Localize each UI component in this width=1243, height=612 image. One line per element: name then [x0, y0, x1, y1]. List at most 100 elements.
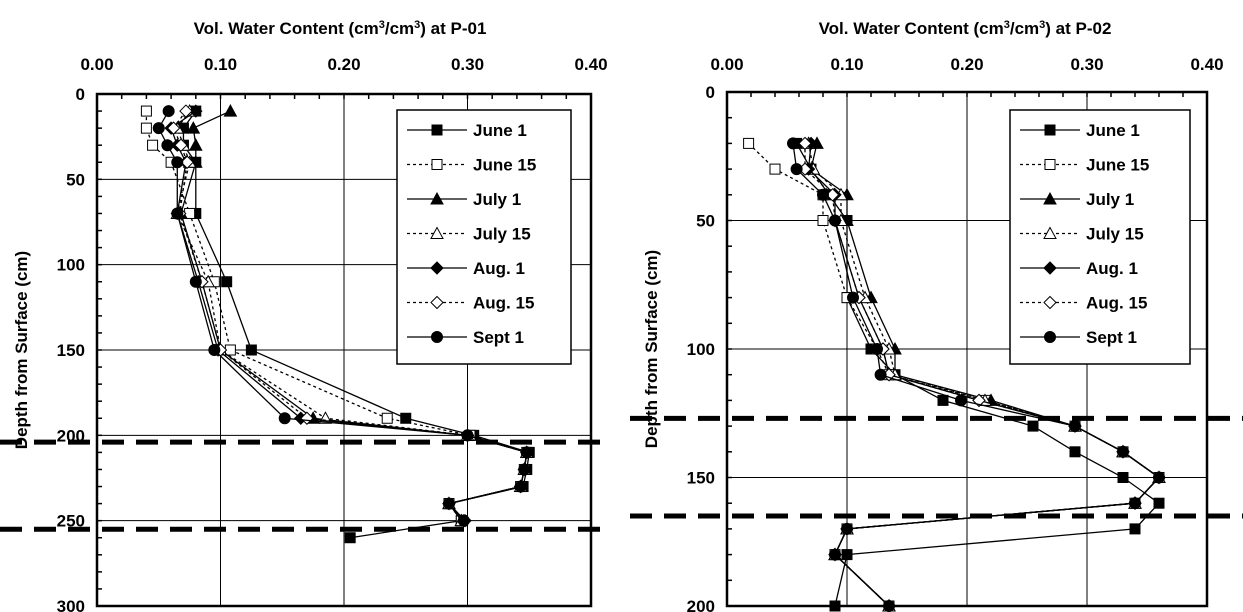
data-point: [1153, 471, 1165, 484]
legend-marker: [431, 331, 443, 343]
data-point: [1069, 446, 1081, 458]
legend-marker: [430, 191, 444, 205]
legend-marker: [1043, 261, 1057, 275]
data-point: [400, 412, 412, 424]
y-tick-label: 50: [696, 212, 715, 231]
y-axis-label: Depth from Surface (cm): [12, 251, 31, 449]
legend-label: Aug. 1: [473, 259, 525, 278]
series-line-2: [145, 111, 528, 522]
data-point: [171, 207, 184, 220]
x-tick-label: 0.40: [574, 55, 607, 74]
x-tick-label: 0.10: [204, 55, 237, 74]
title-text: ) at P-01: [420, 19, 486, 38]
data-point: [1129, 523, 1141, 535]
legend-marker: [430, 226, 444, 239]
legend-marker: [1043, 191, 1057, 205]
data-point: [223, 104, 238, 117]
data-point: [829, 548, 841, 561]
data-point: [817, 188, 829, 201]
data-point: [140, 105, 152, 117]
data-point: [514, 480, 527, 493]
data-point: [189, 104, 203, 118]
legend-marker: [1044, 331, 1056, 343]
legend-label: June 15: [1086, 156, 1149, 175]
title-superscript: 3: [1039, 19, 1045, 31]
chart-panel-2: 0.00 0.10 0.20 0.30 0.40 0 50 100 150 200 Vol. Wat…: [630, 19, 1243, 612]
data-point: [1129, 497, 1141, 510]
x-tick-label: 0.10: [830, 55, 863, 74]
data-point: [278, 412, 291, 425]
title-text: Vol. Water Content (cm: [819, 19, 1004, 38]
title-text: ) at P-02: [1045, 19, 1111, 38]
legend: June 1 June 15 July 1 July 15 Aug. 1 Aug. 15 S…: [1009, 109, 1191, 365]
data-point: [937, 394, 949, 406]
y-tick-label: 150: [687, 469, 715, 488]
series-line-6: [804, 143, 1160, 607]
legend-label: Sept 1: [473, 328, 524, 347]
data-point: [1117, 445, 1129, 458]
data-point: [847, 291, 859, 304]
data-point: [874, 368, 887, 381]
x-tick-label: 0.20: [950, 55, 983, 74]
legend-marker: [430, 295, 444, 310]
legend-marker: [1044, 124, 1056, 136]
plot-frame: [95, 92, 593, 608]
data-point: [520, 446, 533, 459]
legend-label: Aug. 15: [473, 294, 534, 313]
data-point: [186, 121, 201, 134]
y-tick-label: 100: [57, 256, 85, 275]
legend-marker: [431, 159, 443, 170]
y-tick-label: 50: [66, 170, 85, 189]
data-point: [1069, 420, 1081, 433]
legend-label: July 15: [1086, 225, 1144, 244]
legend-marker: [1044, 159, 1056, 170]
data-point: [166, 121, 181, 135]
y-tick-label: 200: [687, 597, 715, 612]
data-point: [871, 343, 883, 355]
legend-label: Aug. 1: [1086, 259, 1138, 278]
y-tick-label: 250: [57, 512, 85, 531]
legend-label: June 15: [473, 156, 536, 175]
legend-marker: [431, 124, 443, 136]
data-point: [161, 139, 174, 152]
x-tick-label: 0.00: [80, 55, 113, 74]
legend-box: [1009, 109, 1191, 365]
title-superscript: 3: [414, 19, 420, 31]
title-superscript: 3: [379, 19, 385, 31]
data-point: [180, 155, 194, 169]
data-point: [140, 122, 152, 134]
data-point: [188, 138, 203, 151]
x-tick-label: 0.30: [1070, 55, 1103, 74]
y-tick-label: 200: [57, 426, 85, 445]
data-point: [174, 138, 188, 152]
x-tick-label: 0.00: [710, 55, 743, 74]
y-axis-label: Depth from Surface (cm): [642, 250, 661, 448]
legend-marker: [430, 261, 444, 275]
data-point: [442, 497, 455, 510]
x-tick-label: 0.40: [1190, 55, 1223, 74]
data-point: [152, 122, 165, 135]
data-point: [147, 139, 159, 151]
data-point: [769, 163, 781, 175]
data-point: [1027, 420, 1039, 432]
data-point: [518, 463, 531, 476]
data-point: [245, 344, 257, 356]
data-point: [1117, 472, 1129, 483]
legend-label: June 1: [473, 121, 527, 140]
legend-marker: [1043, 295, 1057, 310]
data-point: [457, 514, 470, 527]
data-point: [955, 394, 967, 407]
series-line-4: [807, 143, 1160, 607]
legend-box: [396, 109, 572, 365]
data-point: [189, 275, 202, 288]
data-point: [171, 156, 184, 169]
data-point: [787, 137, 799, 150]
series-line-1: [796, 143, 1160, 607]
legend-label: July 1: [473, 190, 521, 209]
chart-panel-1: 0.00 0.10 0.20 0.30 0.40 0 50 100 150 200 250 300 Vo…: [0, 19, 610, 612]
y-tick-label: 100: [687, 340, 715, 359]
x-tick-label: 0.20: [327, 55, 360, 74]
data-point: [162, 105, 175, 118]
legend: June 1 June 15 July 1 July 15 Aug. 1 Aug. 15 S…: [396, 109, 572, 365]
